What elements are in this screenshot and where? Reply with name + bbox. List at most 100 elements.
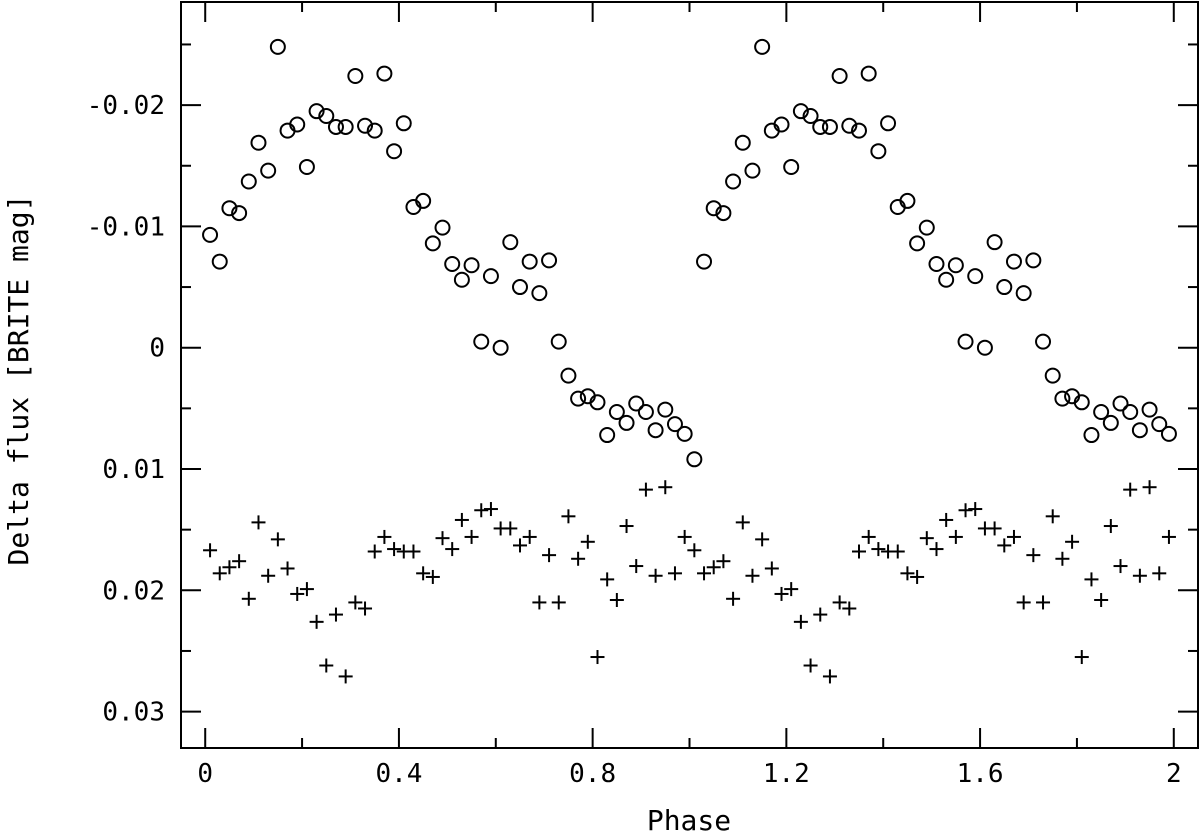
data-point-circle (1093, 403, 1110, 420)
data-point-circle (434, 219, 451, 236)
data-point-circle (870, 143, 887, 160)
data-point-circle (637, 403, 654, 420)
data-point-circle (386, 143, 403, 160)
data-point-circle (967, 268, 984, 285)
data-point-plus (726, 591, 741, 606)
data-point-plus (483, 502, 498, 517)
data-point-circle (357, 117, 374, 134)
data-point-circle (744, 162, 761, 179)
data-point-circle (1083, 427, 1100, 444)
data-point-circle (327, 118, 344, 135)
data-point-plus (299, 582, 314, 597)
data-point-plus (890, 544, 905, 559)
data-point-plus (445, 542, 460, 557)
y-tick-label: 0.02 (102, 576, 165, 606)
data-point-plus (1026, 548, 1041, 563)
data-point-circle (269, 38, 286, 55)
x-tick-label: 2 (1166, 759, 1182, 789)
data-point-plus (968, 502, 983, 517)
data-point-circle (928, 256, 945, 273)
data-point-plus (638, 482, 653, 497)
data-point-circle (715, 205, 732, 222)
data-point-plus (764, 561, 779, 576)
data-point-plus (1084, 572, 1099, 587)
data-point-plus (600, 572, 615, 587)
data-point-circle (1073, 394, 1090, 411)
y-tick-label: -0.02 (87, 91, 165, 121)
data-point-circle (366, 122, 383, 139)
data-point-circle (202, 226, 219, 243)
data-point-circle (318, 108, 335, 125)
data-point-plus (803, 658, 818, 673)
data-point-plus (900, 566, 915, 581)
data-point-circle (1160, 425, 1177, 442)
y-axis-title: Delta flux [BRITE mag] (2, 195, 35, 566)
data-point-circle (376, 65, 393, 82)
data-point-plus (958, 503, 973, 518)
x-tick-labels: 0 0.4 0.8 1.2 1.6 2 (197, 759, 1181, 789)
data-point-circle (337, 118, 354, 135)
data-point-circle (909, 235, 926, 252)
data-point-plus (939, 512, 954, 527)
data-point-plus (251, 515, 266, 530)
data-point-circle (424, 235, 441, 252)
data-point-plus (532, 595, 547, 610)
data-point-plus (842, 601, 857, 616)
data-point-circle (482, 268, 499, 285)
data-point-circle (860, 65, 877, 82)
axis-ticks (181, 2, 1198, 748)
data-point-circle (705, 200, 722, 217)
data-point-plus (793, 614, 808, 629)
data-point-circle (240, 173, 257, 190)
data-point-circle (754, 38, 771, 55)
data-point-circle (260, 162, 277, 179)
data-point-plus (648, 568, 663, 583)
data-point-plus (822, 669, 837, 684)
data-point-circle (531, 285, 548, 302)
data-point-circle (773, 116, 790, 133)
x-axis-title: Phase (647, 804, 731, 834)
data-point-circle (250, 134, 267, 151)
data-point-plus (948, 529, 963, 544)
data-point-plus (348, 595, 363, 610)
data-point-circle (657, 401, 674, 418)
data-point-circle (1054, 390, 1071, 407)
data-point-plus (309, 614, 324, 629)
data-point-circle (608, 403, 625, 420)
data-point-circle (463, 257, 480, 274)
data-point-circle (453, 271, 470, 288)
data-point-plus (871, 542, 886, 557)
data-point-plus (454, 512, 469, 527)
data-point-plus (358, 601, 373, 616)
data-point-plus (464, 529, 479, 544)
data-point-plus (222, 560, 237, 575)
x-tick-label: 0.8 (569, 759, 616, 789)
data-point-plus (1094, 593, 1109, 608)
data-point-plus (987, 521, 1002, 536)
data-point-plus (338, 669, 353, 684)
data-point-plus (503, 521, 518, 536)
data-point-circle (821, 118, 838, 135)
data-point-circle (880, 115, 897, 132)
data-point-circle (734, 134, 751, 151)
data-point-circle (560, 367, 577, 384)
data-point-plus (261, 568, 276, 583)
data-point-circle (1035, 333, 1052, 350)
data-point-plus (910, 569, 925, 584)
data-point-plus (1016, 595, 1031, 610)
data-point-plus (697, 566, 712, 581)
data-point-circle (783, 158, 800, 175)
data-point-plus (542, 548, 557, 563)
data-point-plus (852, 544, 866, 559)
data-point-plus (203, 543, 218, 558)
data-point-circle (851, 122, 867, 139)
data-point-plus (212, 566, 227, 581)
data-point-plus (270, 532, 285, 547)
data-point-plus (513, 538, 527, 553)
data-point-plus (1006, 529, 1021, 544)
data-point-circle (947, 257, 964, 274)
data-point-plus (387, 542, 402, 557)
data-point-circle (289, 116, 306, 133)
data-point-plus (367, 544, 382, 559)
data-point-plus (1036, 595, 1051, 610)
